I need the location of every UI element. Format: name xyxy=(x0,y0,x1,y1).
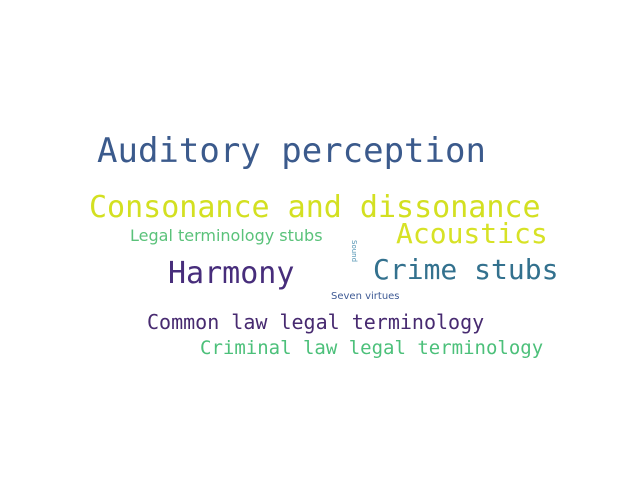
word-auditory-perception: Auditory perception xyxy=(97,131,486,171)
word-legal-terminology-stubs: Legal terminology stubs xyxy=(130,226,323,245)
word-sound: Sound xyxy=(350,240,358,263)
word-harmony: Harmony xyxy=(168,256,295,291)
word-common-law-legal-terminology: Common law legal terminology xyxy=(147,310,485,334)
word-criminal-law-legal-terminology: Criminal law legal terminology xyxy=(200,337,544,359)
word-crime-stubs: Crime stubs xyxy=(373,253,559,286)
word-seven-virtues: Seven virtues xyxy=(331,291,400,302)
word-consonance-and-dissonance: Consonance and dissonance xyxy=(89,190,541,225)
word-acoustics: Acoustics xyxy=(396,217,548,250)
